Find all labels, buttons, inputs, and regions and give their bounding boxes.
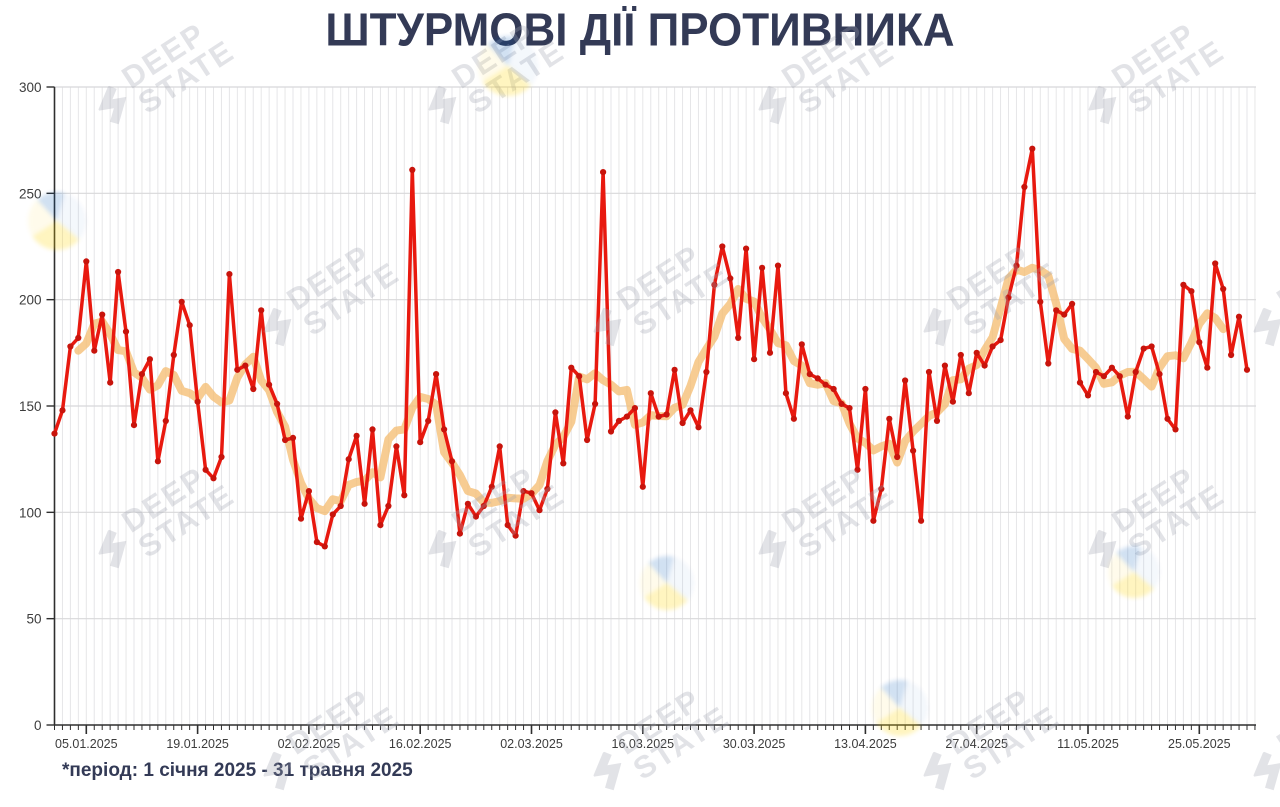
deepstate-s-logo-icon	[922, 751, 952, 791]
svg-text:50: 50	[26, 612, 41, 627]
assault-actions-line-chart: 0 50 100 150 200 250 300 05.01.2025 19.01.2025 02…	[19, 80, 1256, 751]
svg-text:02.03.2025: 02.03.2025	[500, 737, 563, 751]
page-title: ШТУРМОВІ ДІЇ ПРОТИВНИКА	[325, 4, 955, 56]
moving-average-line	[74, 263, 1228, 516]
svg-text:0: 0	[34, 718, 42, 733]
svg-text:05.01.2025: 05.01.2025	[55, 737, 118, 751]
svg-text:300: 300	[19, 80, 42, 95]
horizontal-gridlines	[54, 86, 1256, 620]
svg-text:200: 200	[19, 293, 42, 308]
svg-text:13.04.2025: 13.04.2025	[834, 737, 897, 751]
svg-text:02.02.2025: 02.02.2025	[278, 737, 341, 751]
svg-text:11.05.2025: 11.05.2025	[1057, 737, 1119, 751]
svg-text:16.02.2025: 16.02.2025	[389, 737, 452, 751]
svg-text:100: 100	[19, 505, 42, 520]
svg-text:16.03.2025: 16.03.2025	[612, 737, 675, 751]
svg-text:250: 250	[19, 186, 42, 201]
svg-text:27.04.2025: 27.04.2025	[945, 737, 1008, 751]
svg-text:25.05.2025: 25.05.2025	[1168, 737, 1231, 751]
svg-text:19.01.2025: 19.01.2025	[166, 737, 229, 751]
deepstate-s-logo-icon	[592, 751, 622, 791]
period-footnote: *період: 1 січня 2025 - 31 травня 2025	[62, 760, 413, 781]
axes	[46, 86, 1256, 734]
deepstate-s-logo-icon	[1252, 751, 1280, 791]
x-axis-tick-labels: 05.01.2025 19.01.2025 02.02.2025 16.02.2025…	[55, 737, 1231, 751]
svg-text:30.03.2025: 30.03.2025	[723, 737, 786, 751]
y-axis-tick-labels: 0 50 100 150 200 250 300	[19, 80, 42, 733]
svg-text:150: 150	[19, 399, 42, 414]
daily-assaults-points	[51, 145, 1251, 550]
